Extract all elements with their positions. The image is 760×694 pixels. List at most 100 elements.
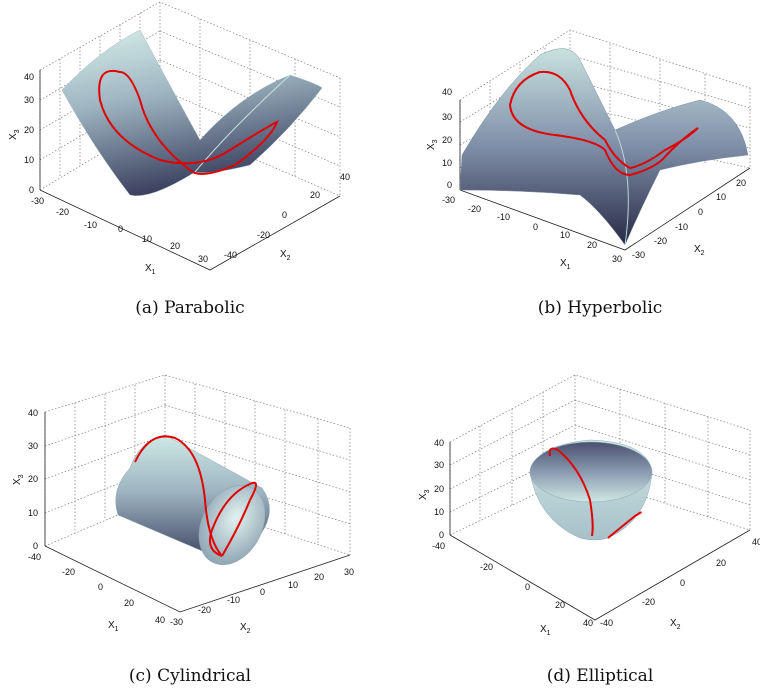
y-axis-label: X2: [280, 249, 291, 262]
x-tick: -30: [31, 196, 44, 206]
z-axis-label: X3: [12, 474, 25, 485]
y-tick: 20: [736, 178, 746, 188]
z-tick: 30: [442, 112, 452, 122]
z-axis-label: X3: [8, 129, 21, 140]
z-ticks: 0 10 20 30 40: [24, 72, 34, 195]
z-axis-label: X3: [418, 489, 431, 500]
x-tick: 40: [155, 615, 165, 625]
z-tick: 40: [442, 87, 452, 97]
x-tick: 20: [124, 598, 134, 608]
y-tick: 20: [310, 190, 320, 200]
y-tick: -20: [642, 597, 655, 607]
y-tick: 10: [288, 580, 298, 590]
x-tick: -20: [56, 207, 69, 217]
z-tick: 20: [434, 484, 444, 494]
x-tick: -20: [468, 204, 481, 214]
x-tick: 20: [555, 600, 565, 610]
z-tick: 0: [439, 530, 444, 540]
x-tick: -40: [432, 541, 445, 551]
y-tick: 30: [344, 567, 354, 577]
y-tick: 20: [716, 558, 726, 568]
x-tick: 30: [198, 254, 208, 264]
y-tick: 40: [752, 537, 760, 547]
y-ticks: -40 -20 0 20 40: [600, 537, 760, 628]
y-tick: -20: [198, 605, 211, 615]
z-ticks: 0 10 20 30 40: [442, 87, 452, 190]
y-axis-label: X2: [670, 618, 681, 631]
x-tick: 20: [170, 241, 180, 251]
y-tick: -10: [675, 222, 688, 232]
x-axis-label: X1: [108, 620, 119, 633]
y-axis-label: X2: [240, 622, 251, 635]
plot-cylindrical: 0 10 20 30 40 -40 -20 0 20 40 -30 -20 -1…: [12, 374, 354, 635]
panel-cylindrical: 0 10 20 30 40 -40 -20 0 20 40 -30 -20 -1…: [0, 350, 380, 694]
x-tick: -10: [84, 220, 97, 230]
x-tick: 0: [525, 582, 530, 592]
x-tick: 0: [533, 222, 538, 232]
z-ticks: 0 10 20 30 40: [28, 408, 38, 551]
x-ticks: -30 -20 -10 0 10 20 30: [31, 196, 208, 264]
x-tick: -30: [442, 195, 455, 205]
x-tick: 10: [142, 234, 152, 244]
z-tick: 10: [442, 158, 452, 168]
z-tick: 20: [28, 474, 38, 484]
x-axis-label: X1: [540, 624, 551, 637]
x-ticks: -30 -20 -10 0 10 20 30: [442, 195, 622, 264]
x-axis-label: X1: [560, 258, 571, 271]
caption-c: (c) Cylindrical: [128, 666, 252, 686]
y-tick: 10: [716, 192, 726, 202]
y-tick: 0: [680, 578, 685, 588]
z-tick: 40: [434, 438, 444, 448]
x-tick: 10: [560, 230, 570, 240]
z-ticks: 0 10 20 30 40: [434, 438, 444, 540]
x-tick: -40: [28, 552, 41, 562]
panel-elliptical: 0 10 20 30 40 -40 -20 0 20 40 -40 -20 0 …: [380, 350, 760, 694]
y-ticks: -30 -20 -10 0 10 20: [632, 178, 746, 260]
x-tick: 0: [118, 224, 123, 234]
panel-hyperbolic: 0 10 20 30 40 -30 -20 -10 0 10 20 30 -30…: [380, 0, 760, 330]
x-axis-label: X1: [145, 263, 156, 276]
x-ticks: -40 -20 0 20 40: [432, 541, 593, 628]
curve-parabolic: [98, 69, 279, 175]
z-tick: 20: [24, 125, 34, 135]
y-tick: -20: [257, 230, 270, 240]
y-tick: -10: [227, 595, 240, 605]
y-ticks: -40 -20 0 20 40: [224, 172, 350, 260]
z-tick: 0: [33, 541, 38, 551]
y-tick: 40: [340, 172, 350, 182]
z-tick: 10: [28, 508, 38, 518]
y-tick: 0: [260, 587, 265, 597]
x-tick: -20: [62, 567, 75, 577]
x-tick: -20: [480, 562, 493, 572]
x-tick: 20: [587, 240, 597, 250]
x-tick: 30: [612, 254, 622, 264]
plot-hyperbolic: 0 10 20 30 40 -30 -20 -10 0 10 20 30 -30…: [426, 29, 751, 271]
z-tick: 10: [24, 155, 34, 165]
z-tick: 40: [28, 408, 38, 418]
y-tick: -20: [654, 236, 667, 246]
plot-parabolic: 0 10 20 30 40 -30 -20 -10 0 10 20 30 -40…: [8, 1, 350, 276]
z-tick: 20: [442, 135, 452, 145]
z-tick: 0: [447, 180, 452, 190]
x-tick: 0: [98, 582, 103, 592]
z-tick: 40: [24, 72, 34, 82]
caption-d: (d) Elliptical: [546, 666, 654, 686]
x-tick: -10: [497, 212, 510, 222]
curve-cylindrical: [134, 435, 257, 557]
y-tick: -30: [632, 250, 645, 260]
z-axis-label: X3: [426, 139, 439, 150]
z-tick: 0: [29, 185, 34, 195]
y-tick: 0: [282, 210, 287, 220]
y-tick: 0: [698, 207, 703, 217]
y-tick: -40: [224, 250, 237, 260]
y-tick: -30: [170, 617, 183, 627]
z-tick: 30: [24, 95, 34, 105]
surface-hyperbolic: [459, 48, 749, 246]
x-tick: 40: [583, 618, 593, 628]
caption-a: (a) Parabolic: [135, 298, 245, 318]
y-ticks: -30 -20 -10 0 10 20 30: [170, 567, 354, 627]
z-tick: 10: [434, 507, 444, 517]
z-tick: 30: [434, 460, 444, 470]
panel-parabolic: 0 10 20 30 40 -30 -20 -10 0 10 20 30 -40…: [0, 0, 380, 318]
plot-elliptical: 0 10 20 30 40 -40 -20 0 20 40 -40 -20 0 …: [418, 374, 760, 637]
